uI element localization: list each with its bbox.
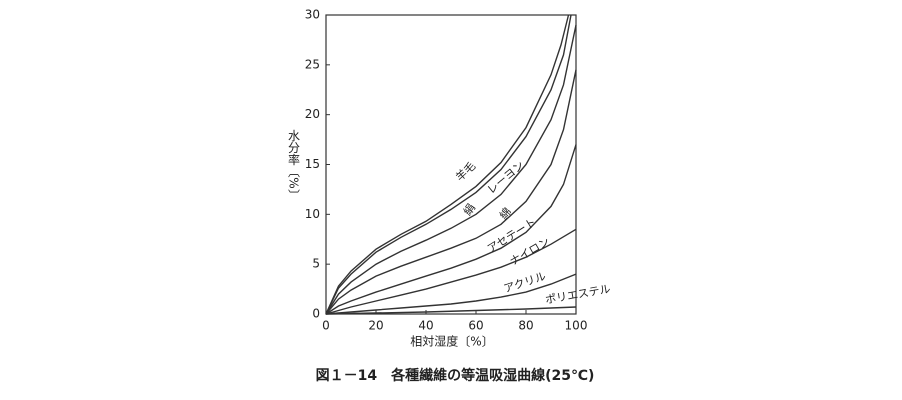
y-tick-label: 25 <box>305 57 320 71</box>
curve <box>325 14 570 315</box>
x-tick-label: 80 <box>518 319 533 333</box>
curve <box>325 14 572 315</box>
x-tick-label: 60 <box>468 319 483 333</box>
x-tick-label: 0 <box>322 319 330 333</box>
curve <box>325 228 577 315</box>
curve-label: ポリエステル <box>544 282 611 306</box>
y-tick-label: 15 <box>305 157 320 171</box>
plot-frame <box>325 14 577 315</box>
x-tick-label: 20 <box>368 319 383 333</box>
y-tick-label: 10 <box>305 207 320 221</box>
curve-label: アクリル <box>502 270 547 296</box>
curve <box>325 24 577 315</box>
curve <box>325 69 577 315</box>
y-axis-label: 水分率〔%〕 <box>287 129 301 201</box>
x-tick-label: 40 <box>418 319 433 333</box>
curve <box>325 273 577 315</box>
y-tick-label: 20 <box>305 107 320 121</box>
curve <box>325 306 577 315</box>
y-tick-label: 5 <box>312 257 320 271</box>
x-axis-label: 相対湿度〔%〕 <box>410 334 493 349</box>
caption: 図１－14 各種繊維の等温吸湿曲線(25℃) <box>316 367 595 384</box>
x-tick-label: 100 <box>565 319 588 333</box>
curve-label: 綿 <box>496 205 514 222</box>
curve-label: 羊毛 <box>452 159 478 184</box>
y-tick-label: 0 <box>312 307 320 321</box>
y-tick-label: 30 <box>305 8 320 22</box>
curve <box>325 144 577 315</box>
